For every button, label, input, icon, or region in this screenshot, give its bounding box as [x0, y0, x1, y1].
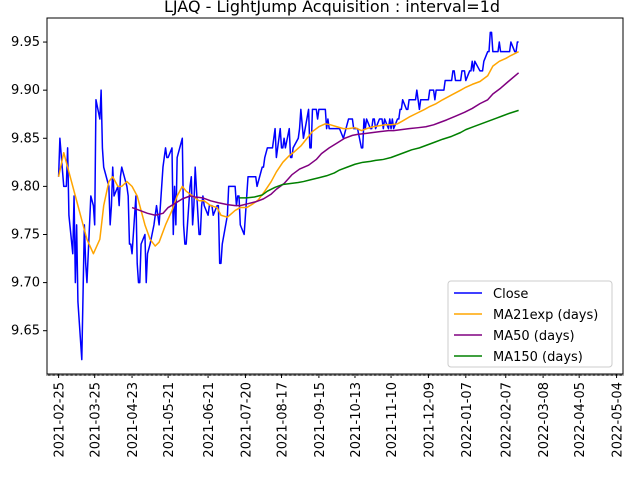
x-tick-label: 2022-03-08 [537, 382, 552, 458]
x-tick-label: 2021-04-23 [126, 382, 141, 458]
x-tick-label: 2021-12-09 [422, 382, 437, 458]
legend-label-1: MA21exp (days) [493, 308, 598, 323]
plot-area [57, 31, 520, 361]
legend-label-3: MA150 (days) [493, 350, 583, 365]
axes-frame [46, 17, 624, 375]
x-tick-label: 2021-07-20 [239, 382, 254, 458]
y-tick-label: 9.65 [11, 324, 40, 339]
x-tick-label: 2021-03-25 [89, 382, 104, 458]
x-tick-label: 2021-05-21 [162, 382, 177, 458]
legend-label-2: MA50 (days) [493, 329, 575, 344]
x-tick-label: 2022-05-04 [611, 382, 626, 458]
y-tick-label: 9.80 [11, 179, 40, 194]
y-tick-label: 9.85 [11, 131, 40, 146]
x-tick-label: 2021-09-15 [313, 382, 328, 458]
series-line-2 [131, 72, 520, 216]
axes: 9.65 9.70 9.75 9.80 9.85 9.90 9.95 2021-02-25 20… [11, 17, 626, 458]
legend: Close MA21exp (days) MA50 (days) MA150 (day… [447, 280, 613, 368]
legend-label-0: Close [493, 287, 528, 302]
legend-box [447, 280, 613, 368]
y-tick-label: 9.90 [11, 83, 40, 98]
series-line-0 [57, 31, 519, 361]
x-tick-label: 2021-06-21 [202, 382, 217, 458]
x-tick-label: 2021-08-17 [276, 382, 291, 458]
y-tick-label: 9.70 [11, 276, 40, 291]
chart-title: LJAQ - LightJump Acquisition : interval=… [164, 0, 500, 16]
x-tick-label: 2021-11-10 [385, 382, 400, 458]
y-tick-label: 9.75 [11, 227, 40, 242]
x-tick-label: 2021-02-25 [53, 382, 68, 458]
series-line-3 [239, 109, 519, 199]
x-tick-label: 2022-04-05 [573, 382, 588, 458]
x-tick-label: 2022-02-07 [500, 382, 515, 458]
x-tick-label: 2022-01-07 [460, 382, 475, 458]
x-tick-label: 2021-10-13 [349, 382, 364, 458]
series-line-1 [57, 51, 519, 255]
y-tick-label: 9.95 [11, 35, 40, 50]
